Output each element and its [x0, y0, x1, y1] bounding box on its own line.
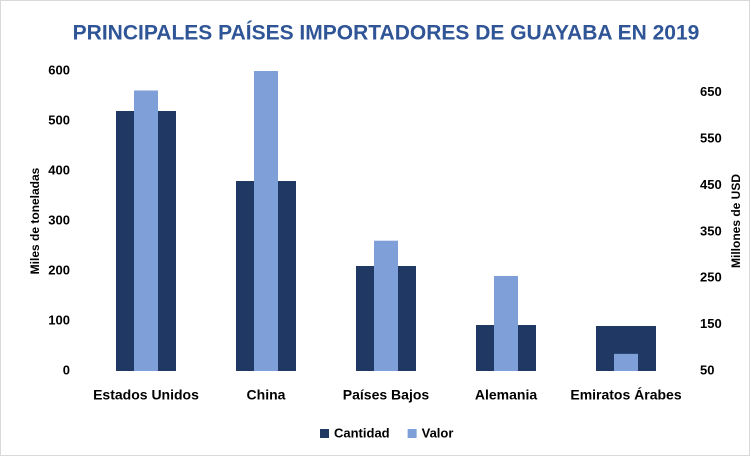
x-tick-label: Emiratos Árabes: [570, 387, 681, 403]
legend-label: Valor: [422, 425, 454, 440]
y2-tick-label: 550: [700, 131, 722, 146]
y2-axis-title: Millones de USD: [729, 174, 743, 268]
chart-title: PRINCIPALES PAÍSES IMPORTADORES DE GUAYA…: [73, 22, 700, 45]
x-tick-label: Alemania: [475, 387, 537, 403]
y2-tick-label: 350: [700, 223, 722, 238]
y-axis-title: Miles de toneladas: [28, 167, 42, 274]
bar: [254, 71, 278, 371]
x-tick-label: Estados Unidos: [93, 387, 199, 403]
x-tick-label: Países Bajos: [343, 387, 430, 403]
y-tick-label: 300: [48, 212, 70, 227]
bar: [374, 240, 398, 371]
y-tick-label: 600: [48, 62, 70, 77]
y-tick-label: 200: [48, 262, 70, 277]
y2-tick-label: 150: [700, 316, 722, 331]
x-tick-label: China: [247, 387, 286, 403]
y-tick-label: 400: [48, 162, 70, 177]
bar: [494, 275, 518, 371]
legend-swatch: [407, 429, 417, 438]
y2-tick-label: 450: [700, 177, 722, 192]
y2-tick-label: 650: [700, 84, 722, 99]
legend-label: Cantidad: [334, 425, 390, 440]
bar: [134, 90, 158, 372]
legend-swatch: [320, 429, 329, 438]
y2-tick-label: 50: [700, 362, 714, 377]
y-tick-label: 0: [63, 362, 70, 377]
y-tick-label: 500: [48, 112, 70, 127]
y2-tick-label: 250: [700, 270, 722, 285]
bar: [614, 353, 638, 371]
y-tick-label: 100: [48, 312, 70, 327]
